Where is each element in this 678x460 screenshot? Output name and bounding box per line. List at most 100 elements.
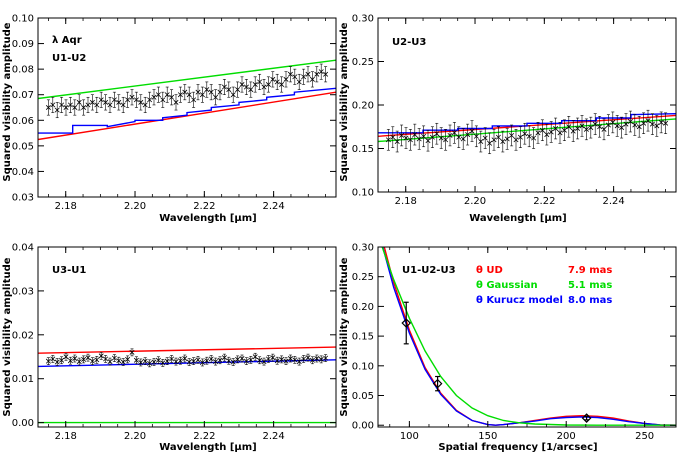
data-point [116, 356, 122, 365]
data-point [553, 117, 559, 140]
cross-marker [235, 356, 241, 362]
data-point [504, 128, 510, 150]
data-point [318, 63, 324, 80]
x-tick-label: 2.20 [124, 431, 146, 442]
data-point [94, 96, 100, 113]
cross-marker [270, 355, 276, 361]
y-tick-label: 0.10 [352, 361, 374, 372]
y-tick-label: 0.04 [12, 243, 34, 254]
cross-marker [654, 123, 660, 129]
x-axis-label: Spatial frequency [1/arcsec] [438, 442, 597, 453]
cross-marker [81, 105, 87, 110]
cross-marker [111, 355, 117, 361]
data-point [619, 116, 625, 139]
data-point [54, 102, 60, 119]
cross-marker [403, 135, 409, 141]
cross-marker [287, 356, 293, 361]
cross-marker [98, 97, 104, 103]
cross-marker [619, 125, 625, 131]
data-point [296, 73, 302, 90]
data-point [566, 116, 572, 138]
data-point [230, 86, 236, 103]
data-point [429, 126, 435, 148]
data-point [72, 354, 78, 363]
data-point [59, 96, 65, 113]
panel-u3-u1: U3-U1 Wavelength [μm] Squared visibility… [2, 243, 337, 453]
cross-marker [309, 76, 315, 82]
x-axis-label: Wavelength [μm] [159, 442, 257, 453]
diamond-marker [432, 378, 443, 389]
annotation-star: λ Aqr [52, 35, 82, 46]
cross-marker [226, 358, 232, 364]
cross-marker [509, 132, 515, 138]
cross-marker [557, 130, 563, 136]
data-point [111, 354, 117, 362]
data-point [72, 99, 78, 116]
cross-marker [243, 84, 249, 90]
cross-marker [54, 107, 60, 113]
cross-marker [59, 357, 65, 363]
data-point [279, 76, 285, 93]
cross-marker [301, 356, 307, 362]
x-tick-label: 2.22 [533, 196, 555, 207]
data-point [199, 358, 205, 367]
cross-marker [169, 94, 175, 100]
data-point [120, 358, 126, 366]
data-point [125, 91, 131, 108]
data-point [111, 91, 117, 108]
cross-marker [182, 89, 188, 95]
series-line-1 [382, 247, 676, 426]
cross-marker [199, 92, 205, 98]
cross-marker [239, 82, 245, 87]
cross-marker [456, 134, 462, 140]
panel-u1-u2: λ Aqr U1-U2 Wavelength [μm] Squared visi… [2, 14, 337, 224]
x-tick-label: 2.22 [193, 431, 215, 442]
cross-marker [160, 97, 166, 103]
data-point [407, 129, 413, 151]
data-point [318, 355, 324, 364]
y-tick-label: 0.10 [352, 188, 374, 199]
cross-marker [318, 69, 324, 75]
cross-marker [517, 134, 523, 140]
data-point [182, 354, 188, 363]
data-point [309, 71, 315, 88]
cross-marker [385, 137, 391, 143]
data-point [243, 79, 249, 96]
cross-marker [504, 136, 510, 142]
data-point [274, 356, 280, 365]
panel-closure-fit: U1-U2-U3 Spatial frequency [1/arcsec] Sq… [339, 243, 677, 453]
data-point [67, 356, 73, 365]
data-point [438, 127, 444, 149]
annotation-baseline: U2-U3 [392, 37, 426, 48]
y-tick-label: 0.15 [352, 144, 374, 155]
y-tick-label: 0.06 [12, 116, 34, 127]
cross-marker [155, 92, 161, 98]
data-point [147, 91, 153, 108]
cross-marker [213, 359, 219, 365]
data-point [155, 356, 161, 365]
cross-marker [261, 84, 267, 90]
data-point [274, 73, 280, 90]
data-point [257, 73, 263, 90]
cross-marker [248, 357, 254, 363]
y-tick-label: 0.02 [12, 330, 34, 341]
cross-marker [89, 358, 95, 364]
data-point [421, 125, 427, 148]
data-point [107, 96, 113, 113]
cross-marker [447, 132, 453, 138]
plot-area [381, 247, 676, 426]
cross-marker [98, 353, 104, 359]
data-point [169, 355, 175, 363]
data-point [98, 91, 104, 108]
data-point [89, 94, 95, 111]
cross-marker [553, 126, 559, 131]
data-point [221, 353, 227, 362]
annotation-baseline: U1-U2 [52, 53, 86, 64]
cross-marker [204, 358, 210, 364]
annotation-baseline: U1-U2-U3 [402, 265, 456, 276]
y-tick-label: 0.07 [12, 90, 34, 101]
series-line-0 [378, 118, 676, 143]
data-point [98, 352, 104, 360]
cross-marker [473, 133, 479, 139]
cross-marker [270, 76, 276, 82]
